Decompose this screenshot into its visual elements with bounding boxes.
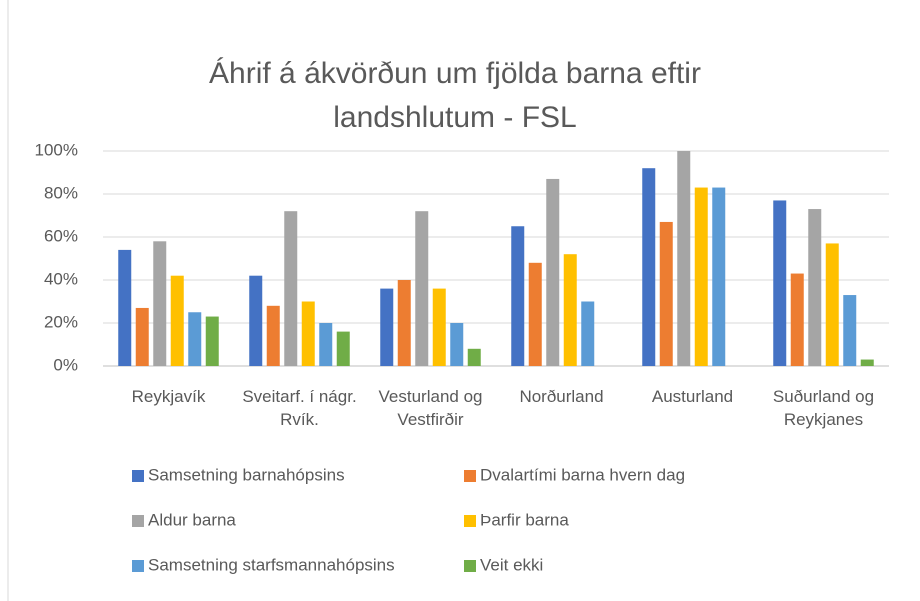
bar: [188, 312, 202, 366]
bar: [284, 211, 298, 366]
bar: [825, 243, 839, 366]
bar: [659, 221, 673, 366]
bar: [336, 331, 350, 366]
bar: [642, 168, 656, 366]
bar: [415, 211, 429, 366]
y-tick-label: 40%: [44, 269, 78, 288]
bar: [432, 288, 446, 366]
bar: [528, 262, 542, 366]
bar: [546, 178, 560, 366]
bar: [319, 323, 333, 366]
y-tick-label: 100%: [35, 140, 78, 159]
bar: [843, 295, 857, 366]
bar: [773, 200, 787, 366]
x-tick-label: Suðurland og Reykjanes: [772, 387, 875, 429]
legend-label: Aldur barna: [148, 510, 236, 529]
bar: [677, 151, 691, 366]
legend-label: Samsetning barnahópsins: [148, 465, 345, 484]
legend-label: Þarfir barna: [480, 510, 569, 529]
bar: [808, 209, 822, 366]
bar: [153, 241, 167, 366]
legend-swatch: [464, 515, 476, 527]
bar: [581, 301, 595, 366]
bar: [790, 273, 804, 366]
x-tick-label: Austurland: [651, 387, 734, 406]
legend-swatch: [132, 560, 144, 572]
bar: [135, 307, 149, 366]
legend-label: Samsetning starfsmannahópsins: [148, 555, 395, 574]
legend-swatch: [464, 470, 476, 482]
bar: [170, 275, 184, 366]
y-tick-label: 60%: [44, 226, 78, 245]
bar: [712, 187, 726, 366]
legend-swatch: [464, 560, 476, 572]
x-tick-label: Vesturland og Vestfirðir: [378, 387, 483, 429]
bar: [860, 359, 874, 366]
bar: [511, 226, 525, 366]
bar: [301, 301, 315, 366]
legend-swatch: [132, 515, 144, 527]
bar: [205, 316, 219, 366]
legend-label: Dvalartími barna hvern dag: [480, 465, 685, 484]
legend-swatch: [132, 470, 144, 482]
bar: [467, 348, 481, 366]
chart-title: Áhrif á ákvörðun um fjölda barna eftir l…: [209, 57, 701, 134]
bar: [380, 288, 394, 366]
x-tick-label: Reykjavík: [131, 387, 206, 406]
bar: [118, 249, 132, 366]
bar: [563, 254, 577, 366]
bar: [266, 305, 280, 366]
y-tick-label: 20%: [44, 312, 78, 331]
y-tick-label: 0%: [53, 355, 78, 374]
x-tick-label: Norðurland: [519, 387, 604, 406]
bar: [694, 187, 708, 366]
legend-label: Veit ekki: [480, 555, 543, 574]
bar: [249, 275, 263, 366]
x-tick-label: Sveitarf. í nágr. Rvík.: [242, 387, 357, 429]
y-tick-label: 80%: [44, 183, 78, 202]
bar: [450, 323, 464, 366]
bar: [397, 280, 411, 366]
